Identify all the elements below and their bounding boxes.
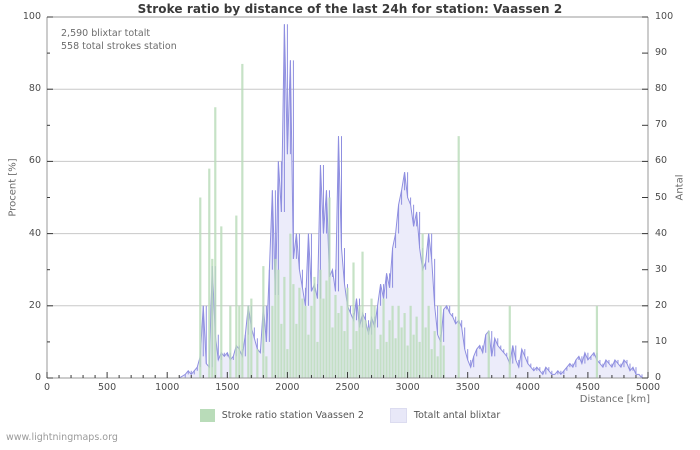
y-axis-left-tick-100: 100	[22, 11, 41, 22]
legend-swatch-blue	[389, 408, 407, 423]
annotation-station-strokes: 558 total strokes station	[61, 41, 177, 52]
x-axis-tick-2000: 2000	[275, 382, 300, 393]
x-axis-tick-2500: 2500	[335, 382, 360, 393]
y-axis-right-tick-100: 100	[655, 11, 674, 22]
chart-legend: Stroke ratio station Vaassen 2 Totalt an…	[0, 408, 700, 423]
x-axis-tick-1000: 1000	[155, 382, 180, 393]
y-axis-right-tick-20: 20	[655, 299, 668, 311]
y-axis-right-tick-30: 30	[655, 263, 668, 275]
legend-item-total-strokes: Totalt antal blixtar	[389, 408, 501, 423]
y-axis-right-title: Antal	[674, 174, 686, 201]
x-axis-tick-5000: 5000	[635, 382, 661, 393]
legend-swatch-green	[199, 409, 215, 422]
x-axis-tick-4000: 4000	[515, 382, 540, 393]
annotation-total-strokes: 2,590 blixtar totalt	[61, 28, 151, 39]
x-axis-tick-500: 500	[98, 382, 117, 393]
y-axis-left-tick-80: 80	[28, 83, 41, 95]
y-axis-right-tick-90: 90	[655, 47, 668, 59]
y-axis-right-tick-40: 40	[655, 227, 668, 239]
footer-url: www.lightningmaps.org	[6, 432, 118, 443]
x-axis-tick-1500: 1500	[215, 382, 240, 393]
legend-label-total-strokes: Totalt antal blixtar	[413, 410, 501, 421]
y-axis-left-tick-20: 20	[28, 299, 41, 311]
y-axis-left-tick-0: 0	[34, 372, 41, 383]
legend-item-stroke-ratio: Stroke ratio station Vaassen 2	[199, 409, 364, 422]
y-axis-left-tick-60: 60	[28, 155, 41, 167]
y-axis-right-tick-10: 10	[655, 335, 668, 347]
y-axis-right-tick-80: 80	[655, 83, 668, 95]
x-axis-tick-3000: 3000	[395, 382, 420, 393]
x-axis-tick-3500: 3500	[455, 382, 480, 393]
y-axis-right-tick-70: 70	[655, 119, 668, 131]
x-axis-title: Distance [km]	[579, 394, 650, 405]
legend-label-stroke-ratio: Stroke ratio station Vaassen 2	[221, 410, 364, 421]
y-axis-left-tick-40: 40	[28, 227, 41, 239]
y-axis-right-tick-0: 0	[655, 372, 662, 383]
x-axis-tick-4500: 4500	[575, 382, 600, 393]
chart-title: Stroke ratio by distance of the last 24h…	[137, 2, 563, 16]
y-axis-right-tick-50: 50	[655, 191, 668, 203]
x-axis-tick-0: 0	[43, 382, 51, 393]
y-axis-right-tick-60: 60	[655, 155, 668, 167]
